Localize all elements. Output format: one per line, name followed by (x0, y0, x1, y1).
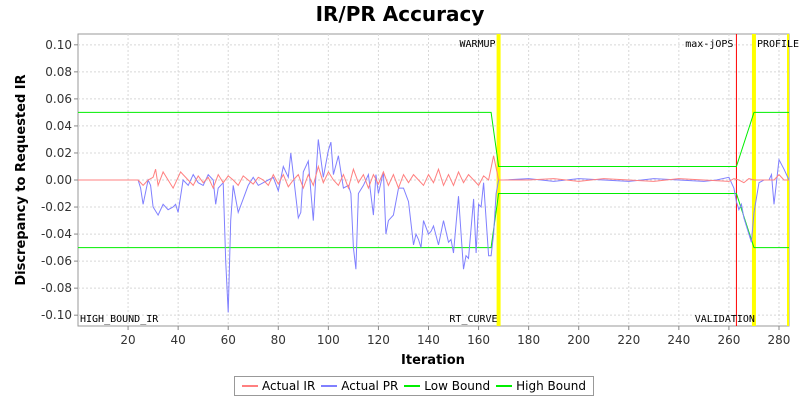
legend-label: Actual PR (341, 379, 399, 393)
series-line-actual-pr (78, 139, 790, 313)
x-tick-label: 160 (467, 333, 490, 347)
legend-item: High Bound (496, 379, 586, 393)
x-tick-label: 140 (417, 333, 440, 347)
y-tick-label: -0.04 (41, 227, 72, 241)
x-tick-label: 40 (171, 333, 186, 347)
legend-swatch (321, 385, 338, 387)
legend-label: High Bound (516, 379, 586, 393)
phase-marker-label: VALIDATION (695, 314, 755, 325)
y-axis-label: Discrepancy to Requested IR (14, 74, 29, 285)
series-line-low-bound (78, 193, 789, 249)
phase-marker-label: HIGH_BOUND_IR (80, 314, 159, 325)
grid-lines (78, 34, 789, 326)
y-tick-label: -0.06 (41, 254, 72, 268)
y-tick-label: 0.02 (45, 146, 72, 160)
x-axis-ticks: 20 40 60 80 100 120 140 160 180 200 220 240 260 280 (120, 326, 790, 347)
y-tick-label: 0.10 (45, 38, 72, 52)
phase-marker-label: RT_CURVE (449, 314, 497, 325)
y-tick-label: 0.04 (45, 119, 72, 133)
legend-label: Low Bound (424, 379, 491, 393)
y-tick-label: 0.06 (45, 92, 72, 106)
y-axis-ticks: 0.10 0.08 0.06 0.04 0.02 0.00 -0.02 -0.04 -0.06 -… (41, 38, 78, 322)
phase-marker-label: WARMUP (459, 39, 495, 50)
x-tick-label: 200 (567, 333, 590, 347)
x-tick-label: 180 (517, 333, 540, 347)
x-tick-label: 60 (221, 333, 236, 347)
x-tick-label: 20 (120, 333, 135, 347)
series-line-high-bound (78, 111, 789, 167)
legend-swatch (242, 385, 258, 387)
y-tick-label: -0.02 (41, 200, 72, 214)
x-tick-label: 240 (667, 333, 690, 347)
x-tick-label: 220 (617, 333, 640, 347)
legend-swatch (496, 385, 513, 387)
legend-label: Actual IR (262, 379, 316, 393)
x-tick-label: 280 (768, 333, 791, 347)
x-tick-label: 260 (717, 333, 740, 347)
legend-swatch (404, 385, 421, 387)
series-line-actual-ir (78, 155, 789, 190)
phase-marker-label: PROFILE (757, 39, 799, 50)
legend-item: Actual PR (321, 379, 398, 393)
legend-item: Actual IR (242, 379, 315, 393)
y-tick-label: -0.10 (41, 308, 72, 322)
phase-marker-label: max-jOPS (685, 39, 733, 50)
y-tick-label: 0.00 (45, 173, 72, 187)
x-tick-label: 120 (367, 333, 390, 347)
phase-marker-labels: WARMUP max-jOPS PROFILE RT_CURVE VALIDATION H… (80, 39, 799, 325)
series-lines (78, 111, 790, 313)
x-axis-label: Iteration (401, 353, 465, 368)
x-tick-label: 100 (317, 333, 340, 347)
x-tick-label: 80 (271, 333, 286, 347)
y-tick-label: 0.08 (45, 65, 72, 79)
chart-title: IR/PR Accuracy (315, 2, 485, 26)
legend: Actual IR Actual PR Low Bound High Bound (234, 376, 594, 396)
legend-item: Low Bound (404, 379, 490, 393)
y-tick-label: -0.08 (41, 281, 72, 295)
